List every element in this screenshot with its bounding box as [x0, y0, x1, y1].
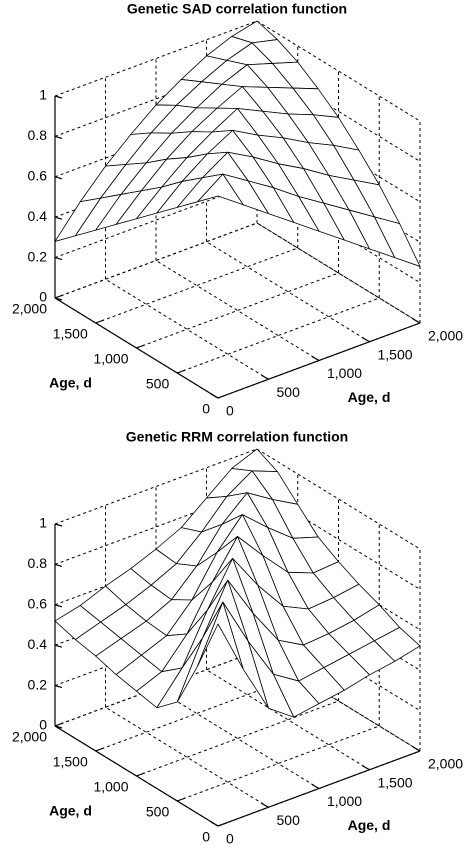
grid-line: [95, 247, 298, 324]
x-tick: [412, 746, 421, 752]
x-axis-label: Age, d: [348, 389, 391, 405]
z-tick: [54, 644, 63, 648]
x-tick: [362, 765, 370, 771]
z-tick: [54, 135, 63, 139]
z-tick-label: 0.6: [28, 168, 48, 184]
y-tick: [136, 344, 145, 349]
x-tick: [311, 355, 320, 362]
grid-line: [105, 706, 269, 808]
y-tick-label: 2,000: [12, 301, 47, 317]
y-tick-label: 1,500: [53, 326, 88, 342]
y-tick-label: 500: [146, 376, 170, 392]
y-tick: [217, 822, 227, 827]
z-tick-label: 1: [39, 515, 47, 531]
x-tick-label: 1,500: [378, 346, 413, 362]
grid-line: [256, 20, 421, 122]
grid-line: [136, 700, 339, 777]
grid-line: [256, 650, 421, 752]
y-tick: [95, 319, 104, 324]
grid-line: [136, 272, 339, 349]
y-axis-label: Age, d: [49, 375, 92, 391]
x-tick: [362, 337, 370, 343]
x-tick-label: 500: [277, 812, 301, 828]
grid-line: [256, 222, 421, 324]
y-axis-label: Age, d: [49, 803, 92, 819]
x-tick: [311, 783, 320, 790]
y-tick: [95, 747, 104, 752]
z-tick: [54, 604, 63, 608]
z-tick-label: 0.2: [28, 676, 48, 692]
z-tick: [54, 95, 63, 99]
y-tick-label: 1,000: [93, 779, 128, 795]
x-axis-label: Age, d: [348, 817, 391, 833]
z-tick: [54, 725, 63, 729]
surface-patch: [231, 448, 278, 473]
z-tick-label: 0.2: [28, 248, 48, 264]
z-tick: [54, 176, 63, 180]
x-tick: [261, 802, 269, 808]
grid-line: [206, 241, 370, 343]
x-tick: [210, 821, 219, 827]
z-tick: [54, 297, 63, 301]
grid-line: [256, 222, 421, 324]
z-tick-label: 1: [39, 87, 47, 103]
chart-title: Genetic SAD correlation function: [127, 1, 347, 17]
x-tick-label: 2,000: [428, 756, 463, 772]
x-tick: [412, 318, 421, 324]
y-tick: [217, 394, 227, 399]
y-tick-label: 1,500: [53, 754, 88, 770]
y-tick: [136, 772, 145, 777]
z-tick-label: 0: [39, 289, 47, 305]
grid-line: [177, 725, 380, 802]
grid-line: [105, 278, 269, 380]
y-tick-label: 500: [146, 804, 170, 820]
z-tick-label: 0.4: [28, 636, 48, 652]
grid-line: [155, 688, 320, 789]
y-tick-label: 1,000: [93, 351, 128, 367]
x-tick-label: 500: [277, 384, 301, 400]
z-tick: [54, 216, 63, 220]
y-tick: [177, 797, 186, 802]
z-tick-label: 0.4: [28, 208, 48, 224]
y-tick: [54, 722, 64, 727]
x-tick-label: 1,500: [378, 774, 413, 790]
x-tick: [261, 374, 269, 380]
x-tick-label: 0: [226, 831, 234, 847]
y-tick-label: 0: [202, 401, 210, 417]
z-tick-label: 0.8: [28, 555, 48, 571]
z-tick-label: 0.6: [28, 596, 48, 612]
x-tick-label: 1,000: [327, 793, 362, 809]
chart-title: Genetic RRM correlation function: [126, 429, 348, 445]
x-tick-label: 2,000: [428, 328, 463, 344]
surface-patch: [197, 173, 244, 206]
z-tick: [54, 685, 63, 689]
z-tick: [54, 523, 63, 527]
grid-line: [256, 448, 421, 550]
grid-line: [155, 260, 320, 361]
x-tick-label: 1,000: [327, 365, 362, 381]
y-tick-label: 2,000: [12, 729, 47, 745]
z-tick: [54, 563, 63, 567]
y-tick-label: 0: [202, 829, 210, 845]
z-tick-label: 0: [39, 717, 47, 733]
z-tick: [54, 257, 63, 261]
y-tick: [177, 369, 186, 374]
x-tick: [210, 393, 219, 399]
surface-patch: [197, 601, 244, 670]
grid-line: [177, 297, 380, 374]
grid-line: [206, 669, 370, 771]
x-tick-label: 0: [226, 403, 234, 419]
z-tick-label: 0.8: [28, 127, 48, 143]
y-tick: [54, 294, 64, 299]
